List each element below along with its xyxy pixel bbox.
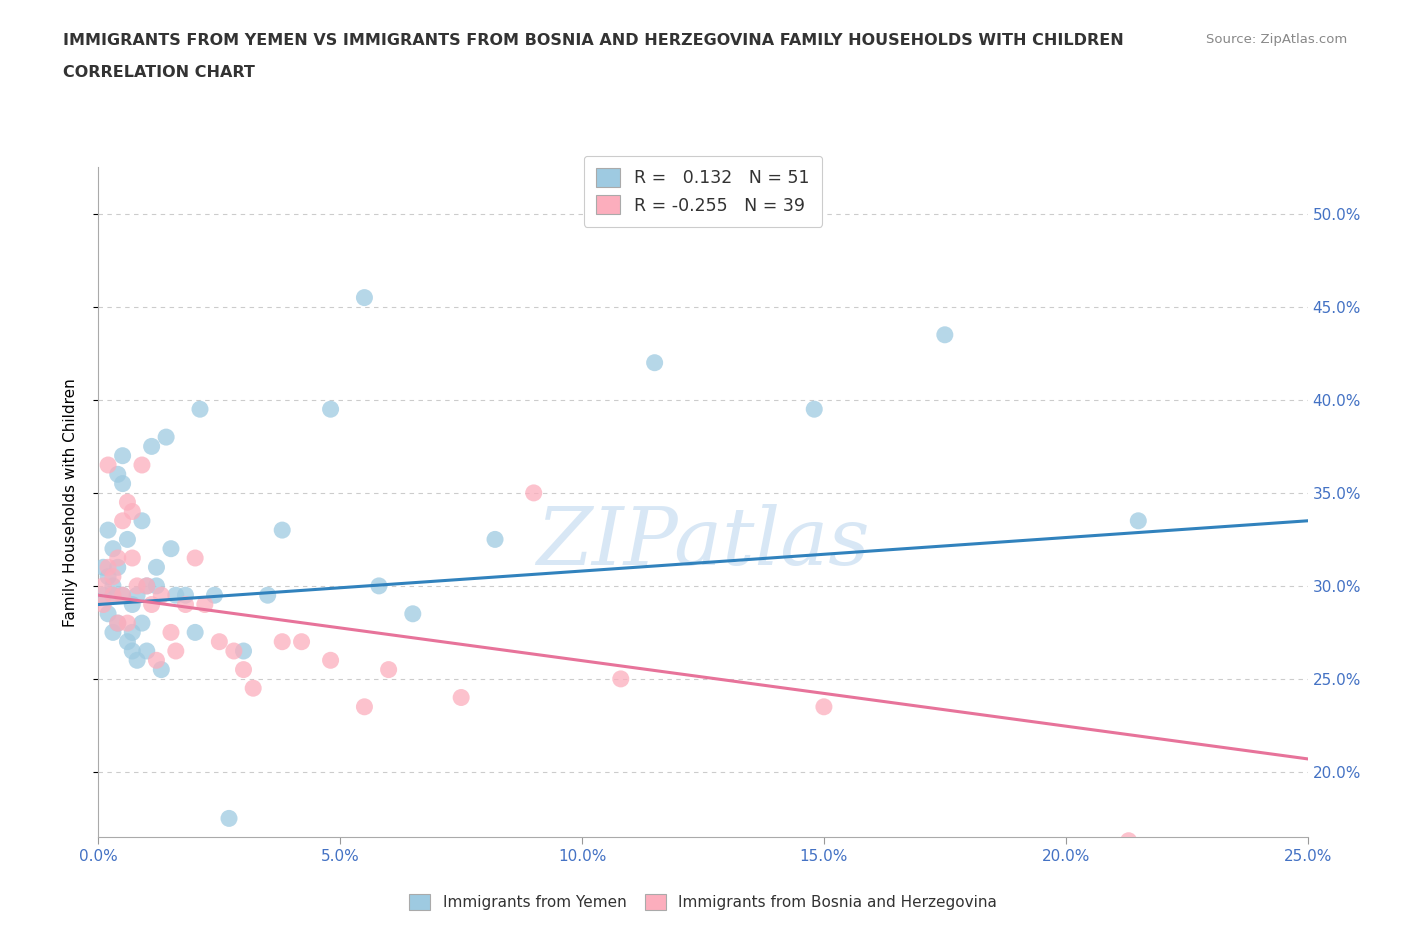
Point — [145, 560, 167, 575]
Point — [91, 597, 114, 612]
Point — [107, 551, 129, 565]
Text: IMMIGRANTS FROM YEMEN VS IMMIGRANTS FROM BOSNIA AND HERZEGOVINA FAMILY HOUSEHOLD: IMMIGRANTS FROM YEMEN VS IMMIGRANTS FROM… — [63, 33, 1123, 47]
Point — [141, 597, 163, 612]
Point — [165, 644, 187, 658]
Point — [117, 495, 139, 510]
Point — [368, 578, 391, 593]
Point — [319, 653, 342, 668]
Point — [121, 644, 143, 658]
Point — [107, 616, 129, 631]
Point — [107, 467, 129, 482]
Point — [131, 616, 153, 631]
Point — [111, 588, 134, 603]
Point — [450, 690, 472, 705]
Point — [232, 644, 254, 658]
Point — [131, 513, 153, 528]
Point — [150, 588, 173, 603]
Point — [319, 402, 342, 417]
Point — [174, 597, 197, 612]
Point — [184, 551, 207, 565]
Point — [160, 541, 183, 556]
Point — [121, 625, 143, 640]
Point — [145, 578, 167, 593]
Point — [208, 634, 231, 649]
Point — [101, 569, 124, 584]
Point — [165, 588, 187, 603]
Point — [934, 327, 956, 342]
Point — [111, 448, 134, 463]
Point — [813, 699, 835, 714]
Text: ZIPatlas: ZIPatlas — [536, 504, 870, 581]
Point — [111, 588, 134, 603]
Point — [121, 597, 143, 612]
Point — [644, 355, 666, 370]
Point — [218, 811, 240, 826]
Legend: Immigrants from Yemen, Immigrants from Bosnia and Herzegovina: Immigrants from Yemen, Immigrants from B… — [402, 888, 1004, 916]
Point — [188, 402, 211, 417]
Point — [97, 458, 120, 472]
Point — [101, 588, 124, 603]
Point — [150, 662, 173, 677]
Point — [271, 523, 294, 538]
Point — [222, 644, 245, 658]
Point — [1128, 513, 1150, 528]
Point — [101, 625, 124, 640]
Point — [436, 839, 458, 854]
Y-axis label: Family Households with Children: Family Households with Children — [63, 378, 77, 627]
Point — [101, 578, 124, 593]
Point — [155, 430, 177, 445]
Point — [91, 560, 114, 575]
Point — [377, 662, 399, 677]
Point — [256, 588, 278, 603]
Point — [610, 671, 633, 686]
Point — [174, 588, 197, 603]
Text: Source: ZipAtlas.com: Source: ZipAtlas.com — [1206, 33, 1347, 46]
Point — [353, 290, 375, 305]
Point — [135, 644, 157, 658]
Point — [131, 458, 153, 472]
Point — [232, 662, 254, 677]
Point — [117, 634, 139, 649]
Point — [184, 625, 207, 640]
Text: CORRELATION CHART: CORRELATION CHART — [63, 65, 254, 80]
Point — [484, 532, 506, 547]
Point — [135, 578, 157, 593]
Point — [117, 532, 139, 547]
Point — [1118, 833, 1140, 848]
Point — [141, 439, 163, 454]
Point — [145, 653, 167, 668]
Point — [117, 616, 139, 631]
Point — [97, 606, 120, 621]
Point — [135, 578, 157, 593]
Point — [194, 597, 217, 612]
Point — [353, 699, 375, 714]
Point — [101, 541, 124, 556]
Point — [127, 588, 149, 603]
Point — [97, 523, 120, 538]
Point — [402, 606, 425, 621]
Point — [271, 634, 294, 649]
Point — [127, 653, 149, 668]
Point — [204, 588, 226, 603]
Point — [97, 569, 120, 584]
Point — [121, 551, 143, 565]
Point — [803, 402, 825, 417]
Point — [107, 616, 129, 631]
Point — [242, 681, 264, 696]
Point — [91, 578, 114, 593]
Point — [111, 513, 134, 528]
Point — [111, 476, 134, 491]
Point — [523, 485, 546, 500]
Point — [91, 588, 114, 603]
Point — [127, 578, 149, 593]
Point — [290, 634, 312, 649]
Point — [107, 560, 129, 575]
Point — [121, 504, 143, 519]
Point — [97, 560, 120, 575]
Point — [101, 588, 124, 603]
Point — [160, 625, 183, 640]
